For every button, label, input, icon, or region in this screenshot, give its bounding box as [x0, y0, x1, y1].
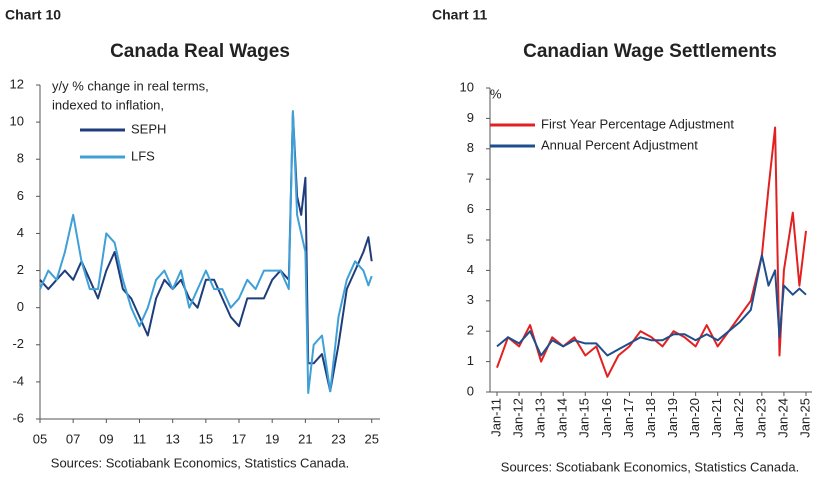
- y-tick-label: 0: [17, 299, 24, 314]
- y-tick-label: 10: [10, 114, 24, 129]
- y-tick-label: 10: [460, 79, 474, 94]
- y-tick-label: 4: [467, 262, 474, 277]
- x-tick-label: Jan-25: [797, 398, 812, 438]
- x-tick-label: 11: [133, 431, 147, 446]
- x-tick-label: 05: [33, 431, 47, 446]
- x-tick-label: Jan-19: [665, 398, 680, 438]
- legend-label: Annual Percent Adjustment: [541, 137, 698, 152]
- chart-title: Canadian Wage Settlements: [523, 41, 777, 62]
- series-line: [496, 126, 807, 378]
- x-tick-label: 19: [265, 431, 279, 446]
- x-tick-label: 15: [199, 431, 213, 446]
- annotation: y/y % change in real terms,: [52, 78, 209, 93]
- x-tick-label: Jan-11: [488, 398, 503, 437]
- chart-label: Chart 11: [432, 7, 487, 23]
- legend-label: SEPH: [131, 121, 166, 136]
- y-tick-label: 1: [467, 353, 474, 368]
- x-tick-label: 17: [232, 431, 246, 446]
- x-tick-label: Jan-18: [643, 398, 658, 438]
- chart-title: Canada Real Wages: [110, 41, 290, 62]
- series-line: [39, 110, 373, 394]
- x-tick-label: Jan-15: [577, 398, 592, 438]
- legend-label: LFS: [131, 148, 155, 163]
- x-tick-label: Jan-17: [621, 398, 636, 438]
- y-tick-label: 8: [467, 140, 474, 155]
- x-tick-label: Jan-22: [731, 398, 746, 438]
- y-tick-label: 6: [467, 201, 474, 216]
- y-tick-label: 0: [467, 383, 474, 398]
- series-line: [39, 111, 373, 393]
- y-tick-label: 7: [467, 171, 474, 186]
- x-tick-label: Jan-16: [599, 398, 614, 438]
- x-tick-label: Jan-14: [555, 398, 570, 438]
- source: Sources: Scotiabank Economics, Statistic…: [51, 455, 349, 470]
- y-tick-label: -4: [12, 373, 24, 388]
- x-tick-label: 23: [331, 431, 345, 446]
- y-tick-label: 3: [467, 292, 474, 307]
- x-tick-label: 07: [66, 431, 80, 446]
- y-tick-label: -2: [12, 336, 24, 351]
- x-tick-label: 21: [298, 431, 312, 446]
- annotation: %: [490, 86, 502, 101]
- x-tick-label: Jan-13: [533, 398, 548, 438]
- chart-label: Chart 10: [5, 7, 61, 23]
- x-tick-label: Jan-24: [775, 398, 790, 438]
- x-tick-label: 25: [364, 431, 378, 446]
- x-tick-label: Jan-23: [753, 398, 768, 438]
- y-tick-label: -6: [12, 410, 24, 425]
- series-line: [496, 254, 807, 357]
- source: Sources: Scotiabank Economics, Statistic…: [501, 459, 799, 474]
- y-tick-label: 2: [467, 323, 474, 338]
- annotation: indexed to inflation,: [52, 97, 164, 112]
- y-tick-label: 5: [467, 231, 474, 246]
- x-tick-label: 09: [99, 431, 113, 446]
- y-tick-label: 9: [467, 110, 474, 125]
- y-tick-label: 8: [17, 151, 24, 166]
- x-tick-label: Jan-21: [709, 398, 724, 438]
- x-tick-label: Jan-20: [687, 398, 702, 438]
- y-tick-label: 4: [17, 225, 24, 240]
- legend-label: First Year Percentage Adjustment: [541, 116, 734, 131]
- y-tick-label: 2: [17, 262, 24, 277]
- x-tick-label: Jan-12: [511, 398, 526, 438]
- y-tick-label: 12: [10, 76, 24, 91]
- y-tick-label: 6: [17, 188, 24, 203]
- x-tick-label: 13: [165, 431, 179, 446]
